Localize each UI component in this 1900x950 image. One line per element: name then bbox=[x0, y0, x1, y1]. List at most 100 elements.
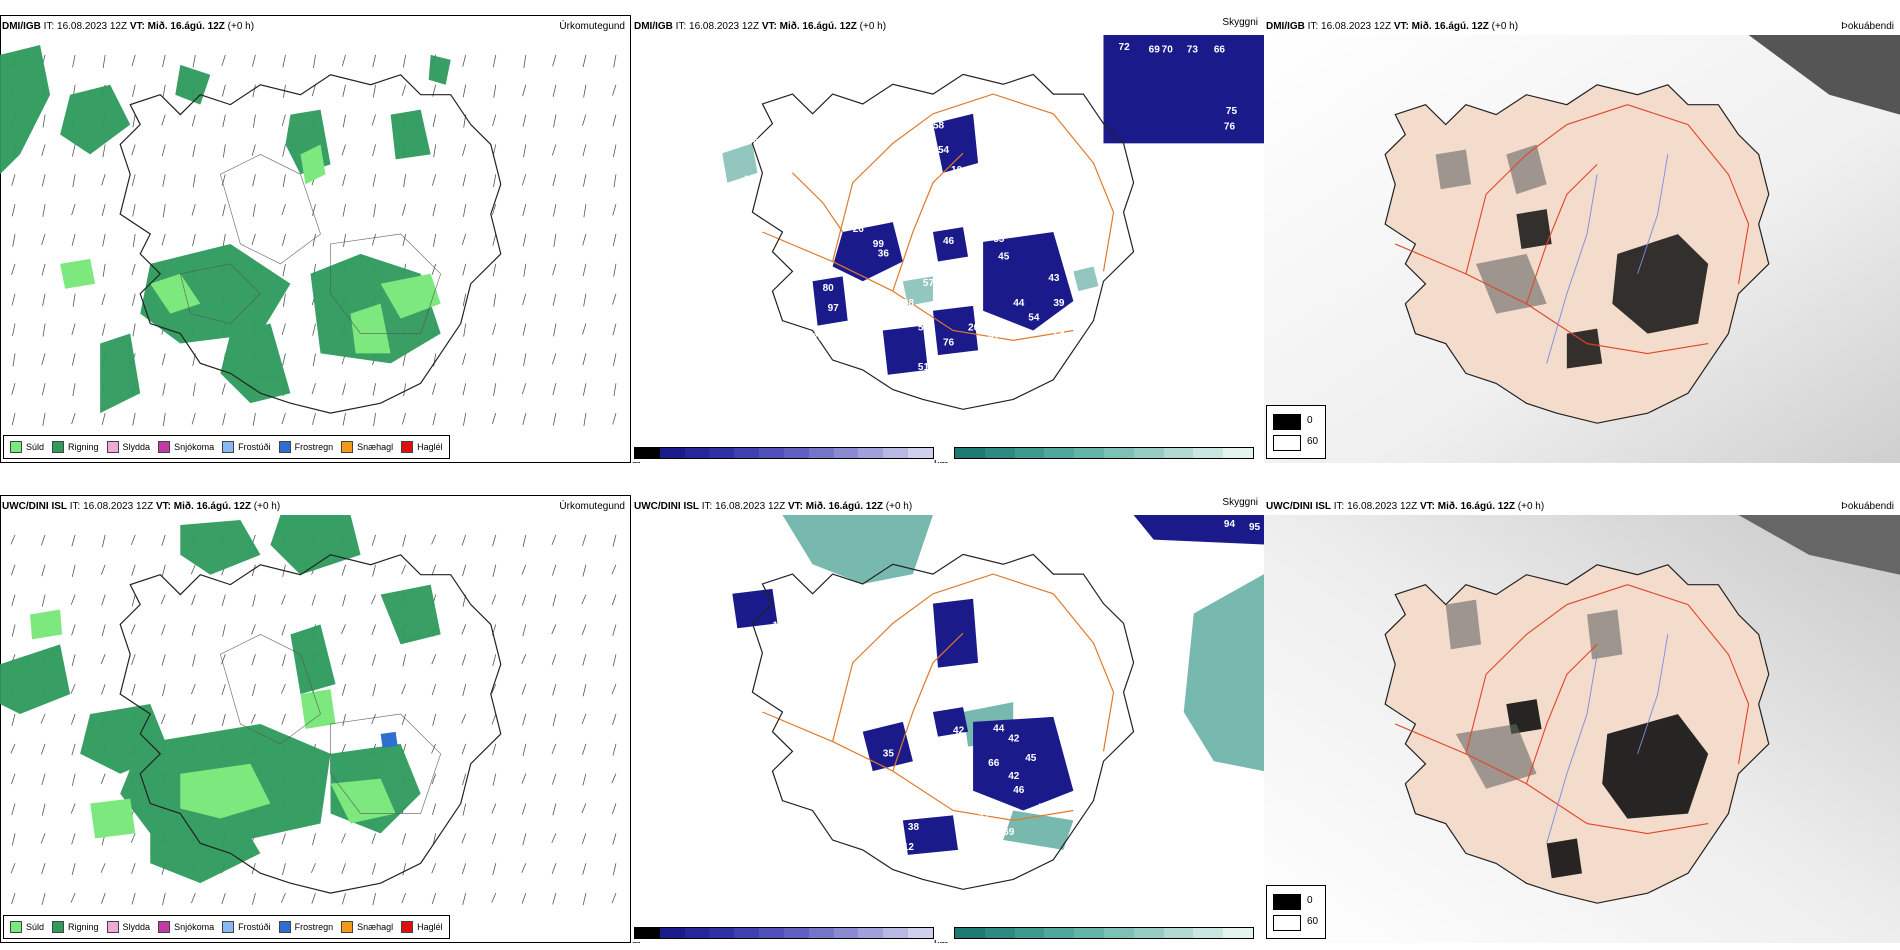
wind-barb bbox=[492, 114, 497, 127]
wind-barb bbox=[132, 293, 136, 306]
wind-barb bbox=[132, 114, 136, 128]
wind-barb bbox=[251, 564, 256, 577]
wind-barb bbox=[221, 654, 226, 665]
wind-barb bbox=[491, 683, 497, 694]
wind-barb bbox=[432, 174, 437, 186]
colorbar-cell bbox=[783, 928, 809, 938]
ceiling-unit: m bbox=[632, 939, 641, 943]
wind-barb bbox=[552, 594, 557, 607]
fog-roads bbox=[1395, 584, 1750, 835]
wind-barb bbox=[311, 594, 316, 606]
wind-barb bbox=[612, 654, 617, 667]
wind-barb bbox=[552, 684, 557, 696]
wind-barb bbox=[160, 594, 166, 605]
wind-barb bbox=[312, 413, 316, 425]
wind-barb bbox=[552, 892, 557, 905]
wind-barb bbox=[100, 863, 106, 873]
legend-item-haglel: Haglél bbox=[401, 441, 443, 453]
colorbar-cell bbox=[858, 448, 884, 458]
legend-swatch bbox=[158, 921, 171, 933]
wind-barb bbox=[491, 594, 497, 605]
ceiling-value-label: 204 bbox=[968, 323, 985, 334]
wind-barb bbox=[132, 84, 136, 97]
wind-barb bbox=[612, 863, 617, 876]
wind-barb bbox=[131, 892, 136, 905]
wind-barb bbox=[522, 413, 527, 425]
wind-barb bbox=[432, 413, 437, 426]
wind-barb bbox=[462, 54, 467, 67]
wind-barb bbox=[281, 624, 286, 636]
wind-barb bbox=[403, 383, 407, 397]
fog-rivers bbox=[1546, 634, 1669, 844]
legend-swatch bbox=[10, 921, 22, 933]
wind-barb bbox=[582, 893, 587, 906]
wind-barb bbox=[493, 293, 497, 307]
precip-legend: Súld Rigning Slydda Snjókoma Frostúði Fr… bbox=[3, 915, 450, 939]
wind-barb bbox=[521, 564, 527, 575]
wind-barb bbox=[613, 383, 617, 397]
ceiling-value-label: 76 bbox=[1224, 122, 1236, 133]
wind-barb bbox=[462, 383, 467, 396]
lead-time: (+0 h) bbox=[227, 21, 255, 32]
legend-label: Snjókoma bbox=[174, 922, 215, 932]
ceiling-value-label: 72 bbox=[1119, 42, 1131, 53]
wind-barb bbox=[583, 204, 587, 218]
wind-barb bbox=[612, 412, 617, 425]
legend-label: Súld bbox=[26, 442, 45, 452]
wind-barb bbox=[131, 263, 136, 276]
wind-barb bbox=[431, 564, 437, 576]
panel-header: UWC/DINI ISL IT: 16.08.2023 12Z VT: Mið.… bbox=[1266, 501, 1544, 512]
wind-barb bbox=[341, 863, 346, 874]
wind-barb bbox=[161, 353, 166, 366]
wind-barb bbox=[612, 833, 617, 845]
wind-barb bbox=[463, 204, 467, 217]
it-label: IT: bbox=[43, 21, 55, 32]
ceiling-value-label: 38 bbox=[908, 822, 920, 833]
wind-barb bbox=[431, 863, 437, 874]
colorbar-cell bbox=[883, 928, 909, 938]
ceiling-value-label: 77 bbox=[978, 812, 990, 823]
wind-barb bbox=[72, 54, 76, 68]
colorbar-cell bbox=[759, 448, 784, 458]
ceiling-value-label: 80 bbox=[823, 283, 835, 294]
wind-barb bbox=[71, 233, 76, 246]
roads bbox=[762, 573, 1115, 821]
wind-barb bbox=[10, 564, 16, 576]
ceiling-value-label: 69 bbox=[1149, 45, 1161, 56]
ceiling-value-label: 42 bbox=[1008, 771, 1020, 782]
wind-barb bbox=[282, 54, 286, 68]
legend-label: Haglél bbox=[417, 442, 443, 452]
wind-barb bbox=[553, 114, 557, 128]
wind-barb bbox=[521, 654, 527, 664]
wind-barb bbox=[222, 413, 226, 426]
wind-barb bbox=[341, 144, 346, 156]
wind-barb bbox=[461, 233, 467, 246]
ceiling-value-label: 69 bbox=[1003, 827, 1015, 838]
ceiling-value-label: 95 bbox=[1249, 522, 1261, 533]
wind-barb bbox=[41, 353, 46, 365]
wind-barb bbox=[342, 84, 346, 97]
colorbar-cell bbox=[1044, 928, 1075, 938]
wind-barb bbox=[612, 624, 617, 636]
legend-label: Slydda bbox=[122, 922, 151, 932]
ceiling-value-label: 26 bbox=[853, 224, 865, 235]
it-label: IT: bbox=[69, 501, 81, 512]
wind-barb bbox=[132, 204, 136, 217]
wind-barb bbox=[192, 383, 196, 397]
visibility-colorbar: 12345678910 bbox=[954, 447, 1254, 459]
wind-barb bbox=[612, 204, 617, 216]
wind-barb bbox=[582, 114, 587, 126]
wind-barb bbox=[402, 353, 407, 366]
wind-barb bbox=[190, 564, 196, 575]
wind-barb bbox=[523, 144, 527, 158]
wind-barb bbox=[11, 204, 16, 217]
wind-barb bbox=[251, 233, 256, 246]
ceiling-value-label: 42 bbox=[953, 726, 965, 737]
wind-barb bbox=[191, 412, 196, 425]
wind-barb bbox=[462, 684, 467, 696]
wind-barb bbox=[71, 713, 76, 725]
wind-barb bbox=[222, 144, 226, 158]
it-value: 16.08.2023 12Z bbox=[1347, 501, 1418, 512]
wind-barb bbox=[372, 564, 376, 577]
legend-item-snjokoma: Snjókoma bbox=[158, 921, 214, 933]
